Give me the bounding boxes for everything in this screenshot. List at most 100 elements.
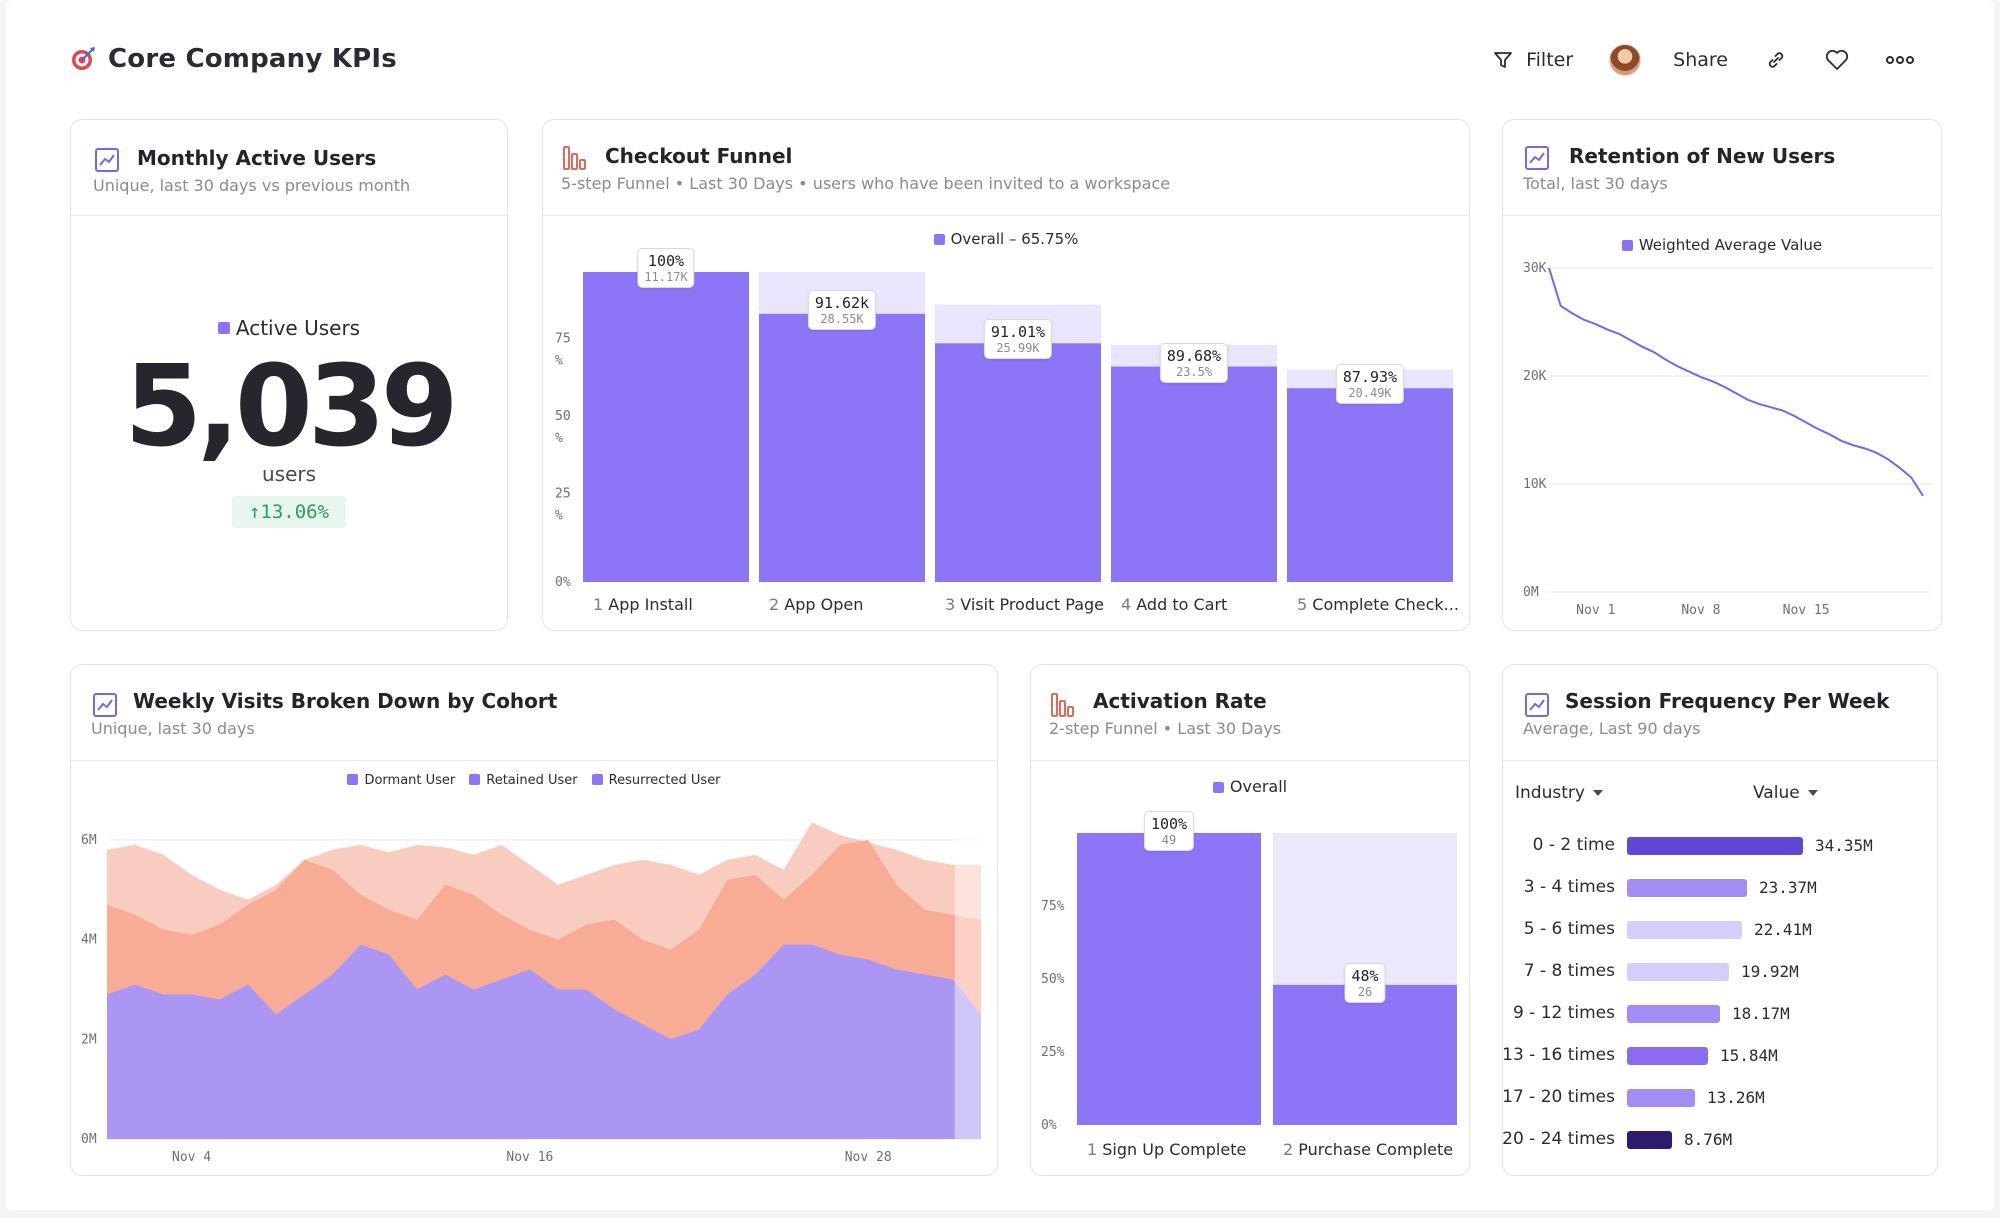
heart-icon xyxy=(1825,49,1849,70)
session-bar xyxy=(1627,1131,1672,1149)
list-item[interactable]: 20 - 24 times 8.76M xyxy=(1502,1127,1937,1151)
list-item[interactable]: 17 - 20 times 13.26M xyxy=(1502,1085,1937,1109)
session-category-label: 9 - 12 times xyxy=(1512,1003,1615,1023)
retention-legend-swatch xyxy=(1621,240,1633,251)
filter-icon xyxy=(1494,52,1512,68)
checkout-legend-item: Overall – 65.75% xyxy=(933,230,1079,248)
partial-period-overlay xyxy=(954,811,981,1139)
category-label: 3 Visit Product Page xyxy=(945,595,1104,614)
category-number: 1 xyxy=(1087,1140,1102,1159)
line-chart-icon xyxy=(93,693,117,717)
mau-unit: users xyxy=(261,462,317,486)
session-value-label: 15.84M xyxy=(1720,1045,1778,1065)
checkout-legend-label: Overall – 65.75% xyxy=(950,230,1079,248)
y-tick-label: 75% xyxy=(1041,899,1065,914)
mau-change-badge: ↑13.06% xyxy=(232,496,346,528)
session-value-label: 8.76M xyxy=(1684,1129,1733,1149)
mau-value: 5,039 xyxy=(124,342,458,472)
session-card-header: Session Frequency Per Week Average, Last… xyxy=(1503,665,1937,761)
session-category-label: 17 - 20 times xyxy=(1502,1087,1615,1107)
funnel-data-label: 91.62k 28.55K xyxy=(807,289,877,330)
share-button[interactable]: Share xyxy=(1609,44,1728,76)
category-number: 2 xyxy=(1283,1140,1298,1159)
share-label: Share xyxy=(1673,49,1728,71)
funnel-data-label-subvalue: 26 xyxy=(1357,984,1373,999)
checkout-legend: Overall – 65.75% xyxy=(543,230,1469,248)
funnel-data-label: 48% 26 xyxy=(1344,962,1386,1003)
checkout-funnel-card[interactable]: Checkout Funnel 5-step Funnel • Last 30 … xyxy=(542,119,1470,631)
y-tick-label: 0% xyxy=(555,575,571,590)
industry-column-header[interactable]: Industry xyxy=(1515,783,1603,803)
favorite-button[interactable] xyxy=(1824,48,1850,72)
dashboard-header: Core Company KPIs Filter Share xyxy=(6,0,1994,120)
y-tick-label: 75 xyxy=(555,332,571,347)
mau-legend-swatch xyxy=(217,322,230,334)
funnel-data-label-value: 91.62k xyxy=(814,293,870,312)
funnel-bar xyxy=(1077,833,1261,1125)
copy-link-button[interactable] xyxy=(1764,48,1788,72)
session-category-label: 13 - 16 times xyxy=(1502,1045,1615,1065)
filter-label: Filter xyxy=(1526,49,1574,71)
more-options-button[interactable] xyxy=(1886,55,1914,65)
activation-rate-card[interactable]: Activation Rate 2-step Funnel • Last 30 … xyxy=(1030,664,1470,1176)
funnel-data-label-value: 87.93% xyxy=(1342,368,1398,387)
category-number: 2 xyxy=(769,595,784,614)
avatar xyxy=(1609,44,1642,76)
y-tick-label: 4M xyxy=(81,933,97,948)
legend-swatch xyxy=(591,774,603,785)
value-column-header[interactable]: Value xyxy=(1753,783,1818,803)
session-category-label: 20 - 24 times xyxy=(1502,1129,1615,1149)
category-label: 2 App Open xyxy=(769,595,863,614)
list-item[interactable]: 9 - 12 times 18.17M xyxy=(1503,1001,1937,1025)
legend-label: Resurrected User xyxy=(608,773,721,788)
list-item[interactable]: 7 - 8 times 19.92M xyxy=(1503,959,1937,983)
industry-column-label: Industry xyxy=(1515,783,1585,803)
category-name: App Open xyxy=(784,595,863,614)
filter-button[interactable]: Filter xyxy=(1492,49,1573,71)
retention-line-chart: 0M 10K 20K 30K Nov 1 Nov 8 Nov 15 xyxy=(1523,261,1933,618)
funnel-bar xyxy=(1287,388,1453,582)
session-value-label: 22.41M xyxy=(1754,919,1812,939)
list-item[interactable]: 0 - 2 time 34.35M xyxy=(1503,833,1937,857)
line-chart-icon xyxy=(1525,693,1549,717)
y-tick-label: % xyxy=(555,431,563,446)
session-value-label: 19.92M xyxy=(1741,961,1799,981)
list-item[interactable]: 5 - 6 times 22.41M xyxy=(1503,917,1937,941)
funnel-data-label-subvalue: 23.5% xyxy=(1175,364,1213,379)
category-label: 2 Purchase Complete xyxy=(1283,1140,1453,1159)
session-category-label: 0 - 2 time xyxy=(1532,835,1615,855)
funnel-data-label-subvalue: 11.17K xyxy=(644,270,688,284)
session-title: Session Frequency Per Week xyxy=(1565,689,1890,713)
page-title: Core Company KPIs xyxy=(108,44,397,74)
session-bar xyxy=(1627,837,1803,855)
funnel-bar xyxy=(759,313,925,582)
y-tick-label: 50% xyxy=(1041,972,1065,987)
weekly-subtitle: Unique, last 30 days xyxy=(91,719,255,738)
checkout-card-header: Checkout Funnel 5-step Funnel • Last 30 … xyxy=(543,120,1469,216)
weekly-visits-card[interactable]: Weekly Visits Broken Down by Cohort Uniq… xyxy=(70,664,998,1176)
activation-card-header: Activation Rate 2-step Funnel • Last 30 … xyxy=(1031,665,1469,761)
session-frequency-card[interactable]: Session Frequency Per Week Average, Last… xyxy=(1502,664,1938,1176)
funnel-data-label-subvalue: 25.99K xyxy=(996,341,1040,356)
funnel-bar xyxy=(935,343,1101,582)
category-name: Add to Cart xyxy=(1136,595,1227,614)
checkout-legend-swatch xyxy=(933,234,945,245)
list-item[interactable]: 3 - 4 times 23.37M xyxy=(1503,875,1937,899)
funnel-data-label: 91.01% 25.99K xyxy=(983,319,1053,360)
retention-card[interactable]: Retention of New Users Total, last 30 da… xyxy=(1502,119,1942,631)
category-label: 1 Sign Up Complete xyxy=(1087,1140,1246,1159)
legend-label: Dormant User xyxy=(364,773,456,788)
mau-card-header: Monthly Active Users Unique, last 30 day… xyxy=(71,120,507,216)
list-item[interactable]: 13 - 16 times 15.84M xyxy=(1502,1043,1937,1067)
y-tick-label: 2M xyxy=(81,1032,97,1047)
category-number: 5 xyxy=(1297,595,1312,614)
funnel-data-label-subvalue: 20.49K xyxy=(1348,386,1392,401)
funnel-bar xyxy=(1273,984,1457,1125)
category-label: 4 Add to Cart xyxy=(1121,595,1227,614)
target-icon xyxy=(72,47,95,70)
more-icon xyxy=(1886,56,1914,64)
session-bar xyxy=(1627,1047,1708,1065)
session-bar xyxy=(1627,963,1729,981)
mau-card[interactable]: Monthly Active Users Unique, last 30 day… xyxy=(70,119,508,631)
weekly-card-header: Weekly Visits Broken Down by Cohort Uniq… xyxy=(71,665,997,761)
